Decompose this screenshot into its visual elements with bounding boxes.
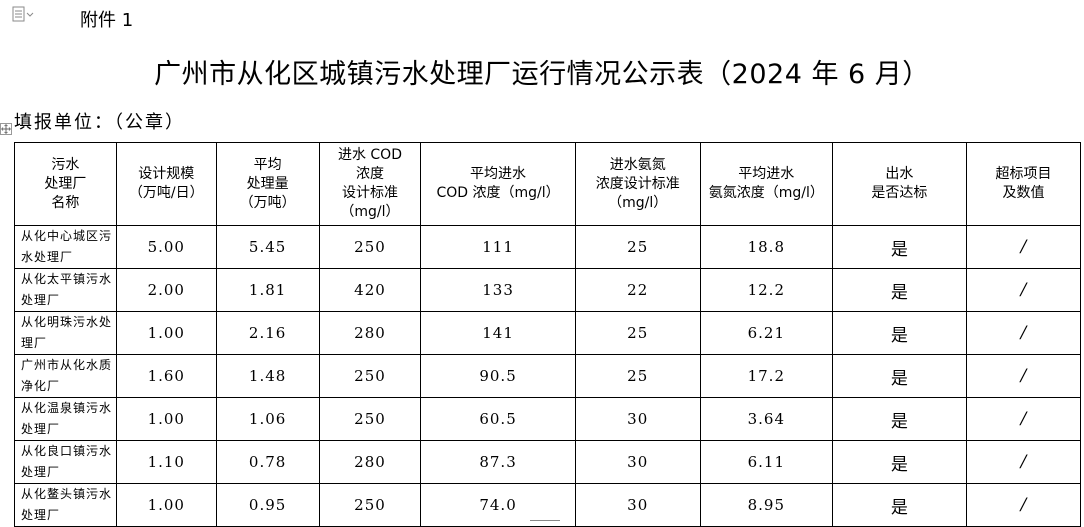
compliance-cell: 是 [831, 354, 967, 398]
avg-nh3-cell: 6.21 [699, 311, 833, 355]
avg-cod-cell: 87.3 [420, 440, 576, 484]
column-header: 平均进水 COD 浓度（mg/l） [420, 142, 576, 226]
column-header: 污水 处理厂 名称 [14, 142, 117, 226]
avg-nh3-cell: 12.2 [699, 268, 833, 312]
column-header: 平均 处理量 （万吨） [215, 142, 320, 226]
avg-cod-cell: 74.0 [420, 483, 576, 527]
nh3-standard-cell: 25 [574, 225, 701, 269]
avg-cod-cell: 133 [420, 268, 576, 312]
plant-name-cell: 从化中心城区污水处理厂 [14, 225, 117, 269]
avg-nh3-cell: 17.2 [699, 354, 833, 398]
page-title: 广州市从化区城镇污水处理厂运行情况公示表（2024 年 6 月） [154, 59, 930, 90]
plant-name-cell: 从化鳌头镇污水处理厂 [14, 483, 117, 527]
cod-standard-cell: 250 [318, 354, 422, 398]
exceedance-cell: / [965, 268, 1082, 312]
avg-nh3-cell: 8.95 [699, 483, 833, 527]
table-row: 从化明珠污水处理厂 1.00 2.16 280 141 25 6.21 是 / [14, 311, 1082, 355]
cod-standard-cell: 250 [318, 225, 422, 269]
cod-standard-cell: 280 [318, 440, 422, 484]
design-capacity-cell: 1.60 [115, 354, 217, 398]
design-capacity-cell: 2.00 [115, 268, 217, 312]
column-header: 超标项目 及数值 [965, 142, 1082, 226]
table-row: 从化良口镇污水处理厂 1.10 0.78 280 87.3 30 6.11 是 … [14, 440, 1082, 484]
exceedance-cell: / [965, 440, 1082, 484]
exceedance-cell: / [965, 311, 1082, 355]
nh3-standard-cell: 25 [574, 354, 701, 398]
document-icon[interactable] [12, 6, 34, 24]
table-row: 从化温泉镇污水处理厂 1.00 1.06 250 60.5 30 3.64 是 … [14, 397, 1082, 441]
design-capacity-cell: 5.00 [115, 225, 217, 269]
plant-name-cell: 从化太平镇污水处理厂 [14, 268, 117, 312]
plant-name-cell: 从化良口镇污水处理厂 [14, 440, 117, 484]
nh3-standard-cell: 30 [574, 397, 701, 441]
design-capacity-cell: 1.00 [115, 311, 217, 355]
table-move-handle-icon[interactable] [0, 123, 12, 135]
cod-standard-cell: 250 [318, 397, 422, 441]
nh3-standard-cell: 25 [574, 311, 701, 355]
avg-nh3-cell: 18.8 [699, 225, 833, 269]
design-capacity-cell: 1.00 [115, 483, 217, 527]
plant-name-cell: 从化明珠污水处理厂 [14, 311, 117, 355]
avg-treatment-cell: 0.78 [215, 440, 320, 484]
design-capacity-cell: 1.00 [115, 397, 217, 441]
compliance-cell: 是 [831, 311, 967, 355]
table-header-row: 污水 处理厂 名称 设计规模 （万吨/日） 平均 处理量 （万吨） 进水 COD… [14, 142, 1082, 226]
fill-unit-label: 填报单位：（公章） [14, 112, 185, 133]
avg-cod-cell: 90.5 [420, 354, 576, 398]
avg-nh3-cell: 3.64 [699, 397, 833, 441]
nh3-standard-cell: 22 [574, 268, 701, 312]
avg-cod-cell: 141 [420, 311, 576, 355]
column-header: 设计规模 （万吨/日） [115, 142, 217, 226]
exceedance-cell: / [965, 225, 1082, 269]
page-bottom-marker [530, 520, 560, 521]
cod-standard-cell: 420 [318, 268, 422, 312]
avg-treatment-cell: 1.48 [215, 354, 320, 398]
exceedance-cell: / [965, 483, 1082, 527]
table-row: 从化中心城区污水处理厂 5.00 5.45 250 111 25 18.8 是 … [14, 225, 1082, 269]
compliance-cell: 是 [831, 268, 967, 312]
avg-treatment-cell: 1.06 [215, 397, 320, 441]
compliance-cell: 是 [831, 483, 967, 527]
nh3-standard-cell: 30 [574, 483, 701, 527]
avg-cod-cell: 111 [420, 225, 576, 269]
attachment-label: 附件 1 [80, 10, 134, 31]
nh3-standard-cell: 30 [574, 440, 701, 484]
column-header: 进水 COD 浓度 设计标准 （mg/l） [318, 142, 422, 226]
compliance-cell: 是 [831, 440, 967, 484]
design-capacity-cell: 1.10 [115, 440, 217, 484]
plant-name-cell: 广州市从化水质净化厂 [14, 354, 117, 398]
plant-name-cell: 从化温泉镇污水处理厂 [14, 397, 117, 441]
column-header: 进水氨氮 浓度设计标准 （mg/l） [574, 142, 701, 226]
wastewater-plant-table: 污水 处理厂 名称 设计规模 （万吨/日） 平均 处理量 （万吨） 进水 COD… [14, 142, 1082, 527]
table-row: 广州市从化水质净化厂 1.60 1.48 250 90.5 25 17.2 是 … [14, 354, 1082, 398]
avg-treatment-cell: 2.16 [215, 311, 320, 355]
table-row: 从化太平镇污水处理厂 2.00 1.81 420 133 22 12.2 是 / [14, 268, 1082, 312]
compliance-cell: 是 [831, 397, 967, 441]
exceedance-cell: / [965, 354, 1082, 398]
compliance-cell: 是 [831, 225, 967, 269]
column-header: 出水 是否达标 [831, 142, 967, 226]
cod-standard-cell: 250 [318, 483, 422, 527]
column-header: 平均进水 氨氮浓度（mg/l） [699, 142, 833, 226]
exceedance-cell: / [965, 397, 1082, 441]
avg-cod-cell: 60.5 [420, 397, 576, 441]
avg-nh3-cell: 6.11 [699, 440, 833, 484]
cod-standard-cell: 280 [318, 311, 422, 355]
avg-treatment-cell: 0.95 [215, 483, 320, 527]
avg-treatment-cell: 1.81 [215, 268, 320, 312]
avg-treatment-cell: 5.45 [215, 225, 320, 269]
